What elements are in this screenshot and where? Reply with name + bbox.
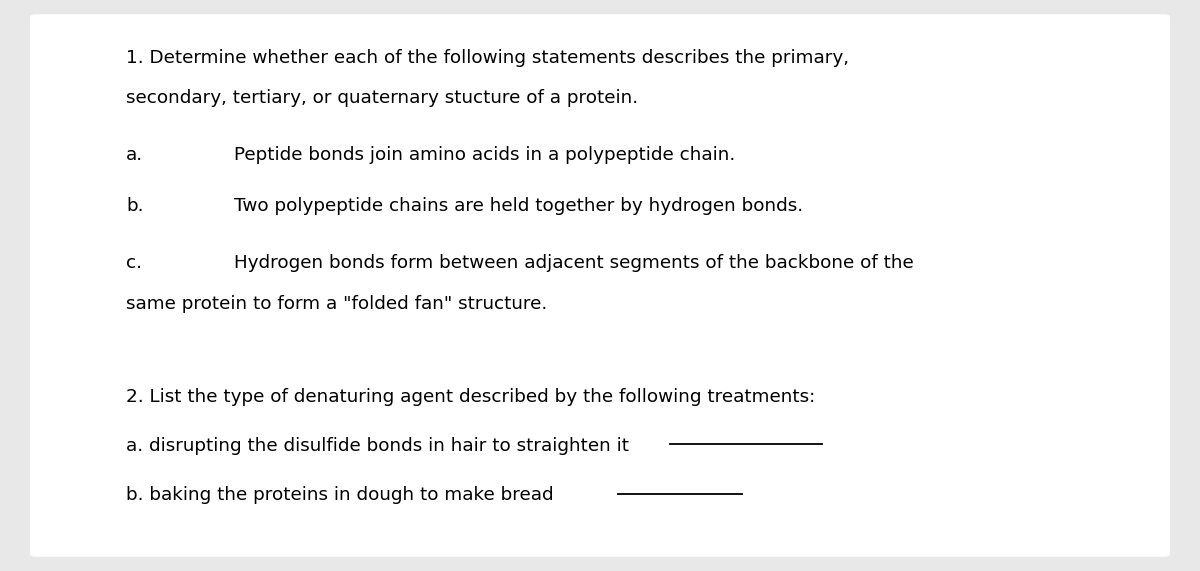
Text: b.: b.: [126, 197, 144, 215]
Text: a.: a.: [126, 146, 143, 164]
Text: Peptide bonds join amino acids in a polypeptide chain.: Peptide bonds join amino acids in a poly…: [234, 146, 736, 164]
Text: secondary, tertiary, or quaternary stucture of a protein.: secondary, tertiary, or quaternary stuct…: [126, 89, 638, 107]
Text: same protein to form a "folded fan" structure.: same protein to form a "folded fan" stru…: [126, 295, 547, 313]
Text: 1. Determine whether each of the following statements describes the primary,: 1. Determine whether each of the followi…: [126, 49, 850, 67]
Text: Hydrogen bonds form between adjacent segments of the backbone of the: Hydrogen bonds form between adjacent seg…: [234, 254, 913, 272]
Text: a. disrupting the disulfide bonds in hair to straighten it: a. disrupting the disulfide bonds in hai…: [126, 437, 629, 455]
Text: c.: c.: [126, 254, 142, 272]
Text: b. baking the proteins in dough to make bread: b. baking the proteins in dough to make …: [126, 486, 553, 505]
Text: Two polypeptide chains are held together by hydrogen bonds.: Two polypeptide chains are held together…: [234, 197, 803, 215]
Text: 2. List the type of denaturing agent described by the following treatments:: 2. List the type of denaturing agent des…: [126, 388, 815, 407]
